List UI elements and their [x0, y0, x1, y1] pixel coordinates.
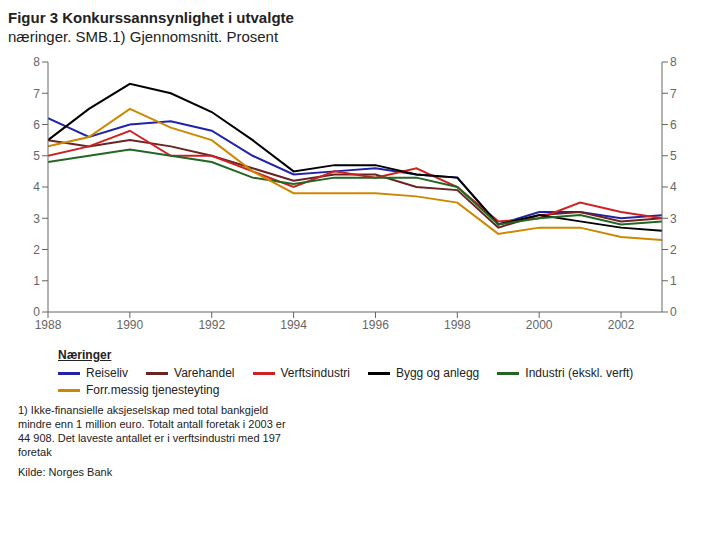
svg-text:8: 8: [33, 55, 40, 69]
svg-text:7: 7: [670, 87, 677, 101]
html-text:Kilde: Norges Bank: Kilde: Norges Bank: [18, 466, 113, 478]
svg-text:0: 0: [33, 305, 40, 319]
svg-text:7: 7: [33, 87, 40, 101]
html-text:Bygg og anlegg: Bygg og anlegg: [395, 366, 480, 380]
html-text:Forr.messig tjenesteyting: Forr.messig tjenesteyting: [86, 383, 220, 397]
svg-text:1996: 1996: [362, 318, 389, 332]
html-text:Næringer: Næringer: [58, 348, 112, 362]
svg-text:2: 2: [33, 243, 40, 257]
svg-text:2: 2: [670, 243, 677, 257]
svg-text:4: 4: [33, 180, 40, 194]
svg-text:1994: 1994: [280, 318, 307, 332]
svg-text:1: 1: [670, 274, 677, 288]
svg-text:3: 3: [670, 212, 677, 226]
html-text:Reiseliv: Reiseliv: [86, 366, 128, 380]
svg-text:0: 0: [670, 305, 677, 319]
html-text:1) Ikke-finansielle aksjeselsk: 1) Ikke-finansielle aksjeselskap med tot…: [18, 404, 286, 458]
svg-text:3: 3: [33, 212, 40, 226]
svg-text:1990: 1990: [117, 318, 144, 332]
html-text:Verftsindustri: Verftsindustri: [280, 366, 350, 380]
svg-text:1992: 1992: [198, 318, 225, 332]
svg-text:5: 5: [33, 149, 40, 163]
html-text:Industri (ekskl. verft): Industri (ekskl. verft): [525, 366, 634, 380]
svg-text:5: 5: [670, 149, 677, 163]
svg-text:8: 8: [670, 55, 677, 69]
svg-text:6: 6: [33, 118, 40, 132]
svg-text:4: 4: [670, 180, 677, 194]
svg-text:2002: 2002: [608, 318, 635, 332]
svg-text:1998: 1998: [444, 318, 471, 332]
svg-text:2000: 2000: [526, 318, 553, 332]
html-text:Figur 3 Konkurssannsynlighet i: Figur 3 Konkurssannsynlighet i utvalgte: [8, 9, 294, 26]
svg-text:1: 1: [33, 274, 40, 288]
html-text:næringer. SMB.1) Gjennomsnitt.: næringer. SMB.1) Gjennomsnitt. Prosent: [8, 28, 279, 45]
svg-text:6: 6: [670, 118, 677, 132]
svg-text:1988: 1988: [35, 318, 62, 332]
html-text:Varehandel: Varehandel: [174, 366, 235, 380]
